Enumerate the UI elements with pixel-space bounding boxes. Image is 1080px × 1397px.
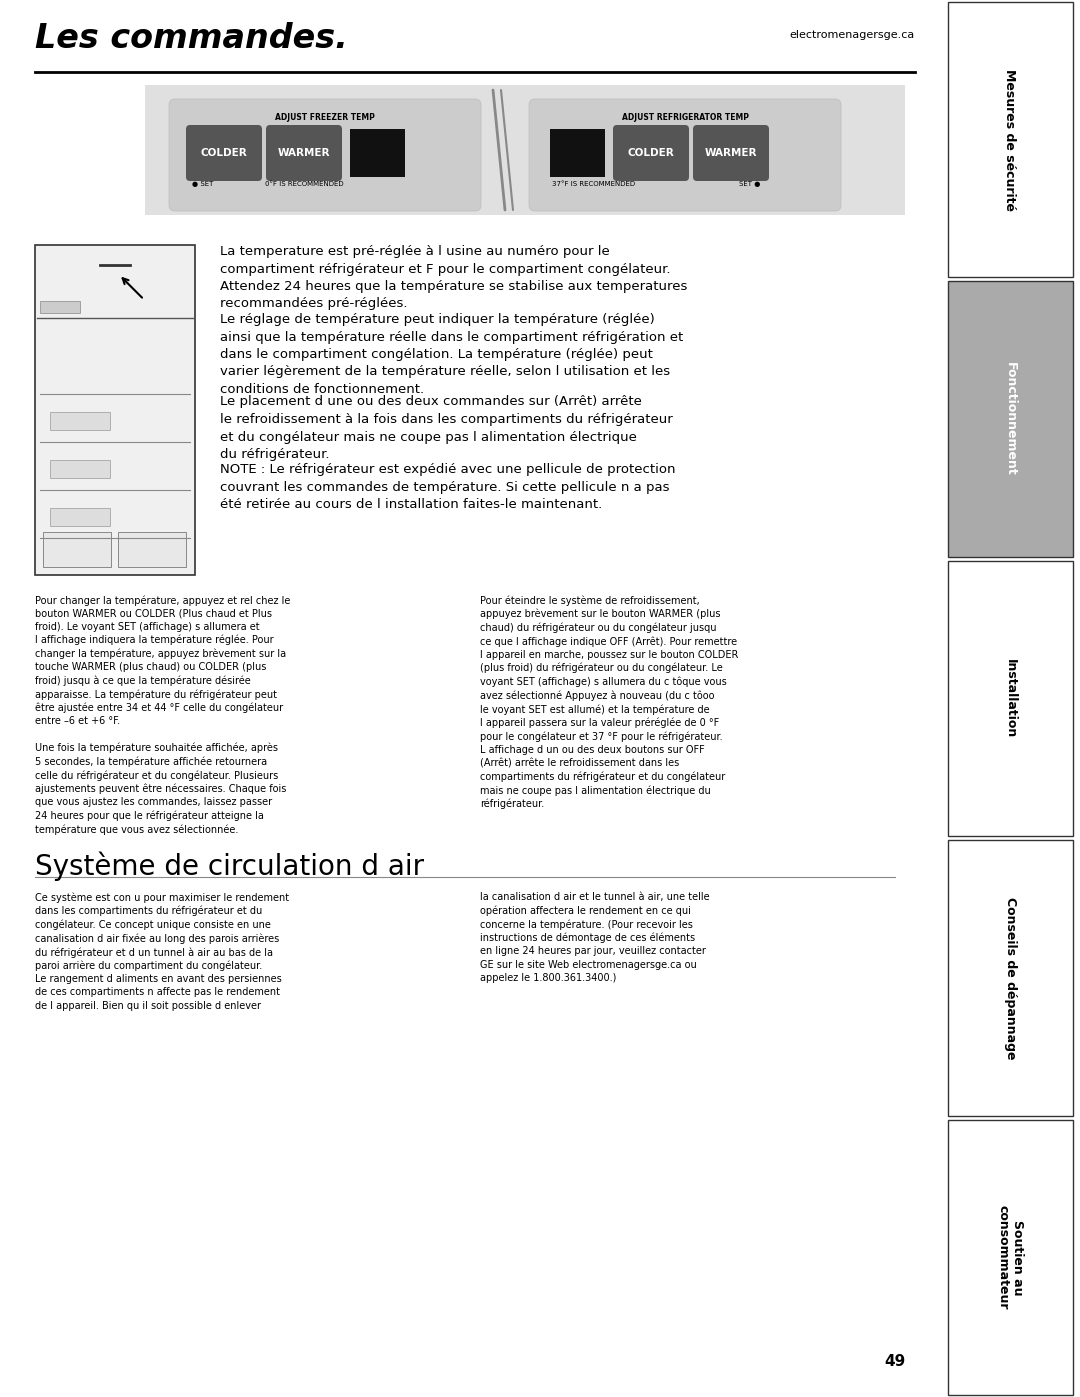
Text: Le réglage de température peut indiquer la température (réglée)
ainsi que la tem: Le réglage de température peut indiquer … (220, 313, 684, 395)
Text: la canalisation d air et le tunnel à air, une telle
opération affectera le rende: la canalisation d air et le tunnel à air… (480, 893, 710, 982)
Text: ● SET: ● SET (192, 182, 214, 187)
Text: 0°F IS RECOMMENDED: 0°F IS RECOMMENDED (265, 182, 343, 187)
Bar (145, 85, 905, 215)
Bar (35, 244, 195, 576)
Text: electromenagersge.ca: electromenagersge.ca (789, 29, 915, 41)
Text: COLDER: COLDER (201, 148, 247, 158)
Text: SET ●: SET ● (739, 182, 760, 187)
Text: Pour éteindre le système de refroidissement,
appuyez brèvement sur le bouton WAR: Pour éteindre le système de refroidissem… (480, 595, 739, 809)
Text: Système de circulation d air: Système de circulation d air (35, 851, 424, 880)
Text: Les commandes.: Les commandes. (35, 22, 348, 54)
Bar (948, 1, 1074, 278)
Text: Installation: Installation (1003, 659, 1016, 738)
Bar (350, 129, 405, 177)
Bar (50, 509, 110, 527)
Bar (50, 412, 110, 430)
Text: 37°F IS RECOMMENDED: 37°F IS RECOMMENDED (552, 182, 635, 187)
Bar (948, 560, 1074, 837)
Bar (40, 300, 80, 313)
FancyBboxPatch shape (168, 99, 481, 211)
Text: NOTE : Le réfrigérateur est expédié avec une pellicule de protection
couvrant le: NOTE : Le réfrigérateur est expédié avec… (220, 464, 675, 511)
Bar (43, 532, 111, 567)
Text: Conseils de dépannage: Conseils de dépannage (1003, 897, 1016, 1059)
Text: 49: 49 (885, 1355, 906, 1369)
Text: WARMER: WARMER (278, 148, 330, 158)
Text: WARMER: WARMER (705, 148, 757, 158)
FancyBboxPatch shape (186, 124, 262, 182)
Bar (50, 460, 110, 478)
FancyBboxPatch shape (266, 124, 342, 182)
Text: ADJUST FREEZER TEMP: ADJUST FREEZER TEMP (275, 113, 375, 122)
Bar (550, 129, 605, 177)
FancyBboxPatch shape (529, 99, 841, 211)
Text: Le placement d une ou des deux commandes sur (Arrêt) arrête
le refroidissement à: Le placement d une ou des deux commandes… (220, 395, 673, 461)
Text: Pour changer la température, appuyez et rel chez le
bouton WARMER ou COLDER (Plu: Pour changer la température, appuyez et … (35, 595, 291, 835)
Bar (948, 281, 1074, 557)
Text: Mesures de sécurité: Mesures de sécurité (1003, 68, 1016, 211)
Text: La temperature est pré-réglée à l usine au numéro pour le
compartiment réfrigéra: La temperature est pré-réglée à l usine … (220, 244, 687, 310)
Text: ADJUST REFRIGERATOR TEMP: ADJUST REFRIGERATOR TEMP (621, 113, 748, 122)
Text: Fonctionnement: Fonctionnement (1003, 362, 1016, 476)
Bar (118, 532, 186, 567)
FancyBboxPatch shape (693, 124, 769, 182)
Bar (948, 840, 1074, 1116)
Text: COLDER: COLDER (627, 148, 674, 158)
Bar (948, 1119, 1074, 1396)
Text: Soutien au
consommateur: Soutien au consommateur (996, 1206, 1024, 1309)
FancyBboxPatch shape (613, 124, 689, 182)
Text: Ce système est con u pour maximiser le rendement
dans les compartiments du réfri: Ce système est con u pour maximiser le r… (35, 893, 289, 1010)
